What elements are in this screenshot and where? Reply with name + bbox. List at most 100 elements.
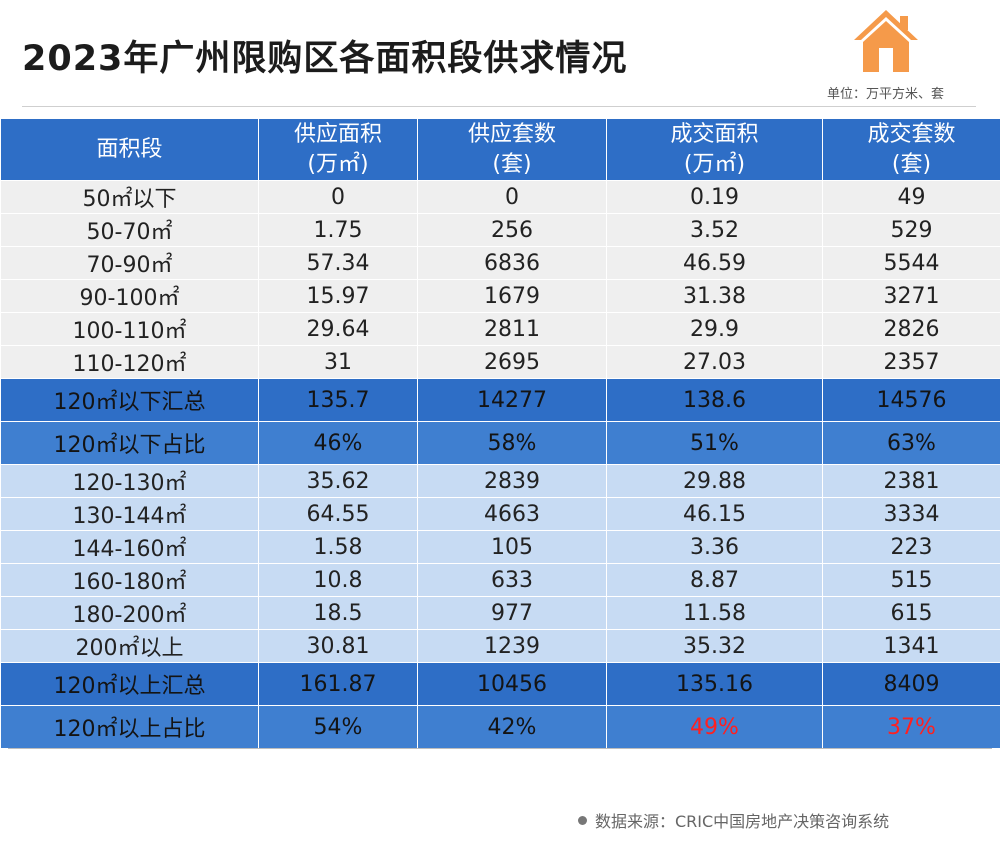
supply-area-cell: 30.81 [258,629,418,663]
area-segment-cell: 120㎡以下占比 [0,421,259,465]
header-deal-area: 成交面积 (万㎡) [606,118,823,181]
header-line: 面积段 [96,136,163,162]
supply-area-cell: 0 [258,180,418,214]
area-segment-cell: 70-90㎡ [0,246,259,280]
table-row: 100-110㎡ 29.64 2811 29.9 2826 [0,312,1000,346]
deal-area-cell-highlight: 49% [606,705,823,749]
table-row: 144-160㎡ 1.58 105 3.36 223 [0,530,1000,564]
deal-units-cell: 2357 [822,345,1000,379]
deal-units-cell: 8409 [822,662,1000,706]
supply-units-cell: 2839 [417,464,607,498]
header-unit: (万㎡) [307,151,369,177]
supply-area-cell: 18.5 [258,596,418,630]
header-unit: (套) [891,151,932,177]
area-segment-cell: 120㎡以上汇总 [0,662,259,706]
deal-units-cell: 5544 [822,246,1000,280]
deal-area-cell: 51% [606,421,823,465]
house-icon [854,10,918,72]
table-row: 50㎡以下 0 0 0.19 49 [0,180,1000,214]
supply-area-cell: 54% [258,705,418,749]
table-row: 200㎡以上 30.81 1239 35.32 1341 [0,629,1000,663]
header-unit: (万㎡) [683,151,746,177]
table-row: 120-130㎡ 35.62 2839 29.88 2381 [0,464,1000,498]
area-segment-cell: 120㎡以下汇总 [0,378,259,422]
deal-area-cell: 31.38 [606,279,823,313]
deal-area-cell: 138.6 [606,378,823,422]
deal-units-cell: 49 [822,180,1000,214]
table-row: 70-90㎡ 57.34 6836 46.59 5544 [0,246,1000,280]
table-row: 50-70㎡ 1.75 256 3.52 529 [0,213,1000,247]
supply-units-cell: 1239 [417,629,607,663]
deal-area-cell: 27.03 [606,345,823,379]
supply-units-cell: 2811 [417,312,607,346]
supply-area-cell: 46% [258,421,418,465]
area-segment-cell: 120-130㎡ [0,464,259,498]
area-segment-cell: 120㎡以上占比 [0,705,259,749]
supply-units-cell: 256 [417,213,607,247]
deal-units-cell-highlight: 37% [822,705,1000,749]
subtotal-row-above-120: 120㎡以上汇总 161.87 10456 135.16 8409 [0,662,1000,706]
table-row: 90-100㎡ 15.97 1679 31.38 3271 [0,279,1000,313]
supply-units-cell: 105 [417,530,607,564]
deal-units-cell: 2826 [822,312,1000,346]
bullet-dot-icon [578,816,587,825]
table-header-row: 面积段 供应面积 (万㎡) 供应套数 (套) 成交面积 (万㎡) 成交套数 (套… [0,118,1000,181]
deal-units-cell: 14576 [822,378,1000,422]
deal-area-cell: 35.32 [606,629,823,663]
deal-area-cell: 0.19 [606,180,823,214]
supply-units-cell: 633 [417,563,607,597]
deal-units-cell: 223 [822,530,1000,564]
supply-demand-table: 面积段 供应面积 (万㎡) 供应套数 (套) 成交面积 (万㎡) 成交套数 (套… [0,118,1000,749]
deal-units-cell: 1341 [822,629,1000,663]
ratio-row-above-120: 120㎡以上占比 54% 42% 49% 37% [0,705,1000,749]
area-segment-cell: 144-160㎡ [0,530,259,564]
supply-units-cell: 1679 [417,279,607,313]
deal-area-cell: 46.15 [606,497,823,531]
supply-units-cell: 42% [417,705,607,749]
header-line: 成交面积 [670,121,759,147]
table-row: 130-144㎡ 64.55 4663 46.15 3334 [0,497,1000,531]
header-deal-units: 成交套数 (套) [822,118,1000,181]
supply-units-cell: 0 [417,180,607,214]
supply-units-cell: 14277 [417,378,607,422]
area-segment-cell: 100-110㎡ [0,312,259,346]
header-line: 供应套数 [467,121,556,147]
area-segment-cell: 200㎡以上 [0,629,259,663]
deal-units-cell: 3334 [822,497,1000,531]
header-line: 供应面积 [293,121,382,147]
deal-units-cell: 615 [822,596,1000,630]
area-segment-cell: 90-100㎡ [0,279,259,313]
supply-units-cell: 4663 [417,497,607,531]
header-area-segment: 面积段 [0,118,259,181]
area-segment-cell: 50-70㎡ [0,213,259,247]
header-supply-area: 供应面积 (万㎡) [258,118,418,181]
supply-units-cell: 6836 [417,246,607,280]
unit-note: 单位：万平方米、套 [826,87,944,102]
top-divider [22,106,976,107]
deal-area-cell: 11.58 [606,596,823,630]
supply-area-cell: 10.8 [258,563,418,597]
area-segment-cell: 130-144㎡ [0,497,259,531]
header-supply-units: 供应套数 (套) [417,118,607,181]
deal-area-cell: 29.9 [606,312,823,346]
area-segment-cell: 110-120㎡ [0,345,259,379]
deal-area-cell: 3.36 [606,530,823,564]
deal-units-cell: 515 [822,563,1000,597]
table-row: 110-120㎡ 31 2695 27.03 2357 [0,345,1000,379]
supply-area-cell: 135.7 [258,378,418,422]
deal-units-cell: 529 [822,213,1000,247]
source-text: 数据来源：CRIC中国房地产决策咨询系统 [595,812,890,831]
header-unit: (套) [492,151,532,177]
deal-units-cell: 2381 [822,464,1000,498]
ratio-row-below-120: 120㎡以下占比 46% 58% 51% 63% [0,421,1000,465]
supply-area-cell: 1.58 [258,530,418,564]
deal-area-cell: 29.88 [606,464,823,498]
supply-area-cell: 15.97 [258,279,418,313]
header-line: 成交套数 [867,121,956,147]
deal-area-cell: 135.16 [606,662,823,706]
supply-area-cell: 161.87 [258,662,418,706]
supply-area-cell: 57.34 [258,246,418,280]
source-note: 数据来源：CRIC中国房地产决策咨询系统 [578,808,889,832]
deal-area-cell: 8.87 [606,563,823,597]
supply-area-cell: 1.75 [258,213,418,247]
